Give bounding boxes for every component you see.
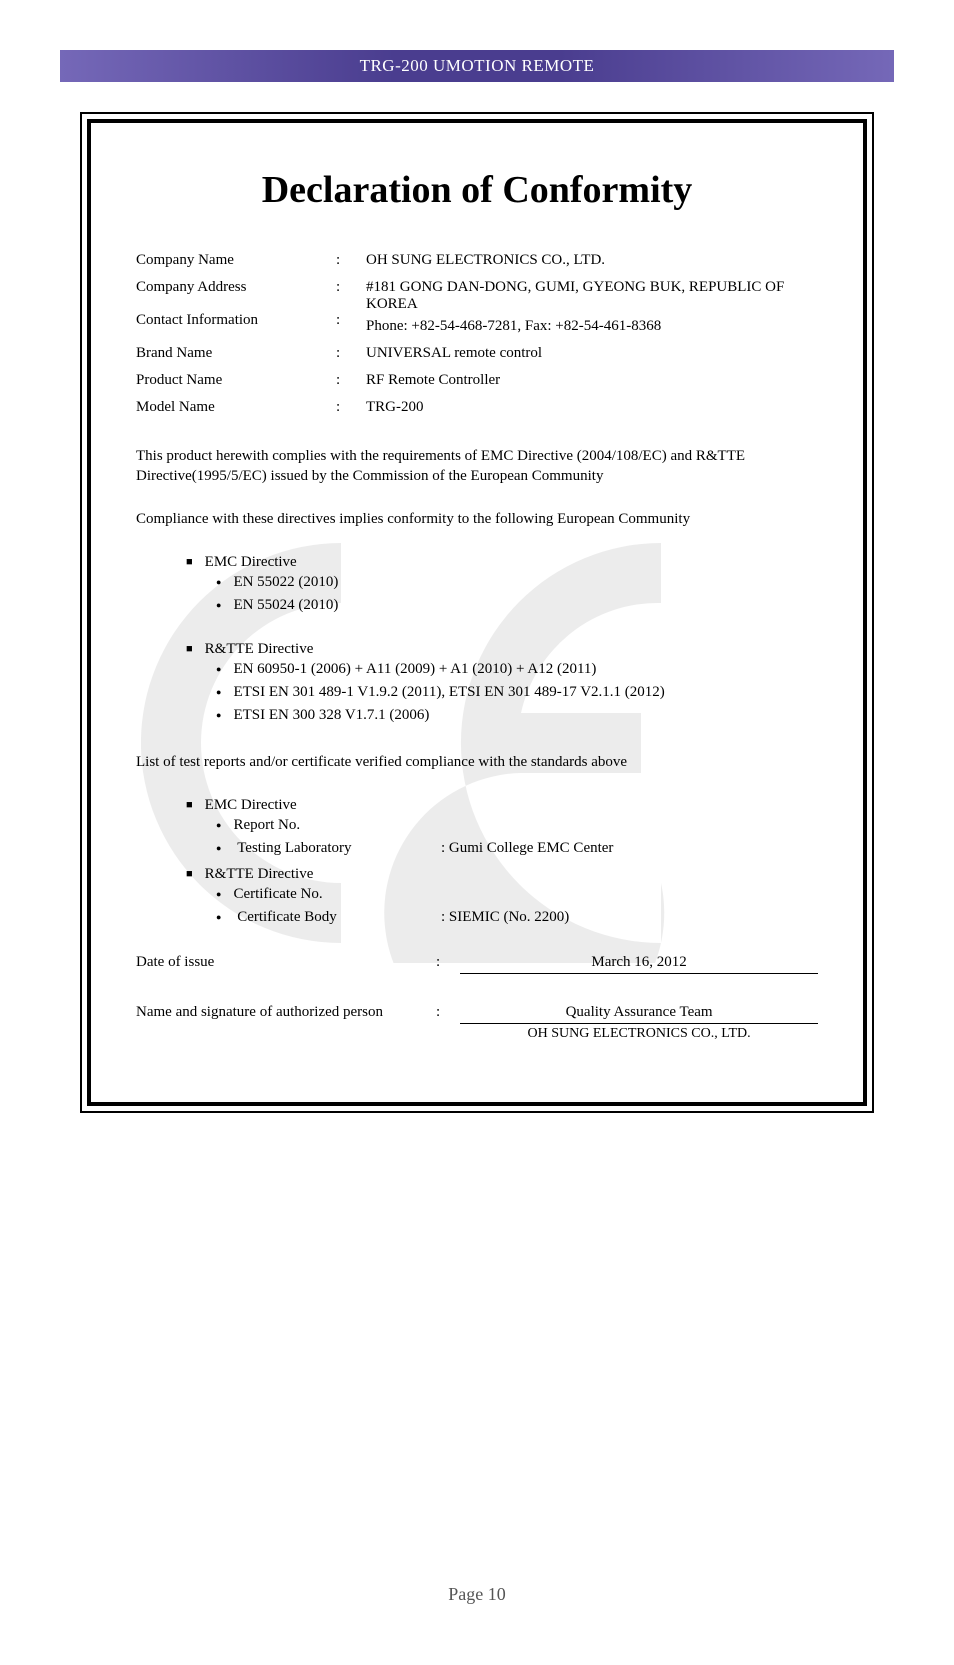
- compliance-paragraph-2: Compliance with these directives implies…: [136, 509, 818, 529]
- date-label: Date of issue: [136, 954, 426, 971]
- date-of-issue-row: Date of issue : March 16, 2012: [136, 954, 818, 974]
- rtte-directive-heading: R&TTE Directive EN 60950-1 (2006) + A11 …: [186, 638, 818, 730]
- label-product: Product Name: [136, 367, 336, 394]
- signature-row: Name and signature of authorized person …: [136, 1004, 818, 1042]
- page-footer: Page 10: [0, 1584, 954, 1605]
- table-row: Company Name : OH SUNG ELECTRONICS CO., …: [136, 247, 818, 274]
- label-model: Model Name: [136, 394, 336, 421]
- list-item: Certificate No.: [216, 883, 818, 906]
- list-item: ETSI EN 301 489-1 V1.9.2 (2011), ETSI EN…: [216, 681, 818, 704]
- header-band: TRG-200 UMOTION REMOTE: [60, 50, 894, 82]
- signature-org: OH SUNG ELECTRONICS CO., LTD.: [460, 1024, 818, 1042]
- value-product: RF Remote Controller: [366, 367, 818, 394]
- emc-reports-heading: EMC Directive Report No. Testing Laborat…: [186, 794, 818, 863]
- list-item: EN 60950-1 (2006) + A11 (2009) + A1 (201…: [216, 658, 818, 681]
- list-item: ETSI EN 300 328 V1.7.1 (2006): [216, 704, 818, 727]
- reports-list: EMC Directive Report No. Testing Laborat…: [136, 794, 818, 932]
- header-title: TRG-200 UMOTION REMOTE: [360, 56, 595, 76]
- document-content: Declaration of Conformity Company Name :…: [136, 168, 818, 1042]
- signature-value: Quality Assurance Team: [460, 1004, 818, 1024]
- value-company-address: #181 GONG DAN-DONG, GUMI, GYEONG BUK, RE…: [366, 279, 818, 313]
- table-row: Product Name : RF Remote Controller: [136, 367, 818, 394]
- list-item: Testing Laboratory : Gumi College EMC Ce…: [216, 837, 818, 860]
- emc-directive-heading: EMC Directive EN 55022 (2010) EN 55024 (…: [186, 551, 818, 620]
- compliance-paragraph-1: This product herewith complies with the …: [136, 446, 818, 487]
- value-company-name: OH SUNG ELECTRONICS CO., LTD.: [366, 247, 818, 274]
- table-row: Brand Name : UNIVERSAL remote control: [136, 340, 818, 367]
- rtte-reports-heading: R&TTE Directive Certificate No. Certific…: [186, 863, 818, 932]
- inner-frame: Declaration of Conformity Company Name :…: [87, 119, 867, 1106]
- label-company-address: Company Address: [136, 274, 336, 307]
- label-contact: Contact Information: [136, 307, 336, 340]
- list-item: EN 55024 (2010): [216, 594, 818, 617]
- value-contact: Phone: +82-54-468-7281, Fax: +82-54-461-…: [366, 313, 818, 335]
- date-value: March 16, 2012: [460, 954, 818, 974]
- value-brand: UNIVERSAL remote control: [366, 340, 818, 367]
- directives-list: EMC Directive EN 55022 (2010) EN 55024 (…: [136, 551, 818, 730]
- table-row: Model Name : TRG-200: [136, 394, 818, 421]
- list-item: EN 55022 (2010): [216, 571, 818, 594]
- table-row: Company Address : #181 GONG DAN-DONG, GU…: [136, 274, 818, 307]
- company-info-table: Company Name : OH SUNG ELECTRONICS CO., …: [136, 247, 818, 421]
- list-item: Report No.: [216, 814, 818, 837]
- signature-label: Name and signature of authorized person: [136, 1004, 426, 1021]
- label-company-name: Company Name: [136, 247, 336, 274]
- list-item: Certificate Body : SIEMIC (No. 2200): [216, 906, 818, 929]
- reports-paragraph: List of test reports and/or certificate …: [136, 752, 818, 772]
- label-brand: Brand Name: [136, 340, 336, 367]
- document-title: Declaration of Conformity: [136, 168, 818, 212]
- outer-frame: Declaration of Conformity Company Name :…: [80, 112, 874, 1113]
- value-model: TRG-200: [366, 394, 818, 421]
